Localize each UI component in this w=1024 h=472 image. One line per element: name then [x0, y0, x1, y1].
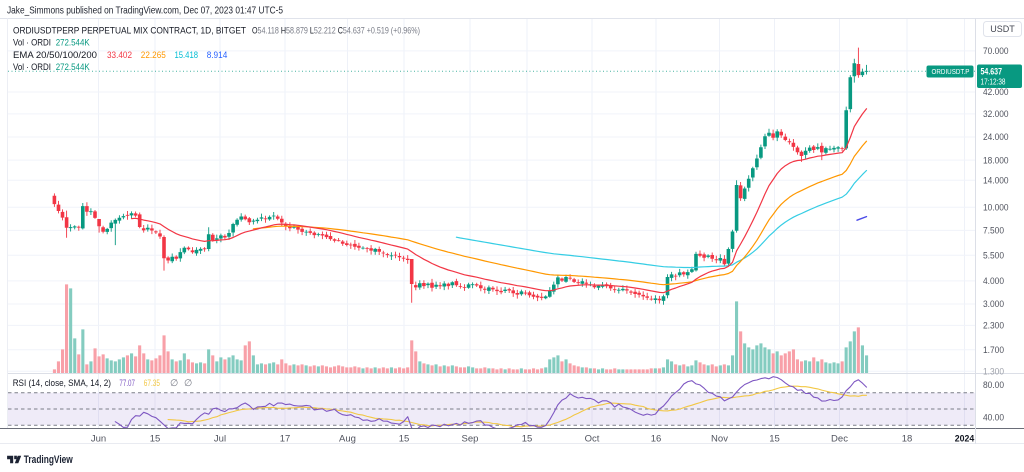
svg-text:14.000: 14.000 — [983, 176, 1009, 186]
svg-text:EMA 20/50/100/200: EMA 20/50/100/200 — [13, 50, 97, 61]
svg-text:Sep: Sep — [462, 433, 479, 444]
svg-text:ORDIUSDT.P: ORDIUSDT.P — [932, 67, 970, 76]
svg-text:∅: ∅ — [184, 378, 192, 389]
svg-text:42.000: 42.000 — [983, 87, 1009, 97]
svg-text:Nov: Nov — [711, 433, 728, 444]
svg-text:8.914: 8.914 — [207, 50, 228, 61]
svg-text:272.544K: 272.544K — [56, 38, 91, 49]
svg-text:15: 15 — [522, 433, 533, 444]
svg-text:ORDIUSDTPERP PERPETUAL MIX CON: ORDIUSDTPERP PERPETUAL MIX CONTRACT, 1D,… — [13, 26, 246, 37]
svg-text:Aug: Aug — [339, 433, 356, 444]
svg-text:3.000: 3.000 — [983, 299, 1004, 309]
svg-text:15: 15 — [150, 433, 161, 444]
svg-text:Oct: Oct — [585, 433, 600, 444]
svg-text:67.35: 67.35 — [144, 378, 160, 389]
svg-text:18: 18 — [902, 433, 913, 444]
svg-text:10.000: 10.000 — [983, 203, 1009, 213]
svg-text:24.000: 24.000 — [983, 132, 1009, 142]
svg-text:Jun: Jun — [91, 433, 106, 444]
svg-text:Jul: Jul — [214, 433, 226, 444]
svg-text:70.000: 70.000 — [983, 46, 1009, 56]
svg-text:TradingView: TradingView — [24, 454, 73, 466]
svg-text:1.300: 1.300 — [983, 366, 1004, 376]
svg-text:RSI (14, close, SMA, 14, 2): RSI (14, close, SMA, 14, 2) — [13, 378, 111, 389]
svg-text:15: 15 — [399, 433, 410, 444]
svg-text:272.544K: 272.544K — [56, 62, 91, 73]
svg-text:15.418: 15.418 — [175, 50, 199, 61]
svg-text:15: 15 — [769, 433, 780, 444]
svg-text:7.500: 7.500 — [983, 226, 1004, 236]
svg-text:4.000: 4.000 — [983, 276, 1004, 286]
svg-text:33.402: 33.402 — [107, 50, 132, 61]
svg-text:Dec: Dec — [831, 433, 848, 444]
svg-text:O54.118 H58.879 L52.212 C54.63: O54.118 H58.879 L52.212 C54.637 +0.519 (… — [252, 26, 420, 37]
svg-text:Vol · ORDI: Vol · ORDI — [13, 38, 51, 49]
svg-text:22.265: 22.265 — [141, 50, 166, 61]
svg-text:16: 16 — [651, 433, 662, 444]
svg-text:USDT: USDT — [990, 24, 1015, 34]
svg-text:Jake_Simmons published on Trad: Jake_Simmons published on TradingView.co… — [7, 5, 283, 17]
svg-text:2.300: 2.300 — [983, 321, 1004, 331]
svg-text:17: 17 — [280, 433, 291, 444]
svg-text:18.000: 18.000 — [983, 155, 1009, 165]
svg-text:32.000: 32.000 — [983, 109, 1009, 119]
svg-text:2024: 2024 — [955, 433, 975, 444]
svg-text:5.500: 5.500 — [983, 251, 1004, 261]
svg-text:80.00: 80.00 — [983, 380, 1004, 390]
svg-text:54.637: 54.637 — [981, 66, 1003, 76]
svg-text:77.07: 77.07 — [119, 378, 135, 389]
svg-text:40.00: 40.00 — [983, 412, 1004, 422]
svg-text:1.700: 1.700 — [983, 345, 1004, 355]
svg-text:17:12:38: 17:12:38 — [981, 78, 1006, 87]
svg-text:Vol · ORDI: Vol · ORDI — [13, 62, 51, 73]
svg-text:∅: ∅ — [170, 378, 178, 389]
